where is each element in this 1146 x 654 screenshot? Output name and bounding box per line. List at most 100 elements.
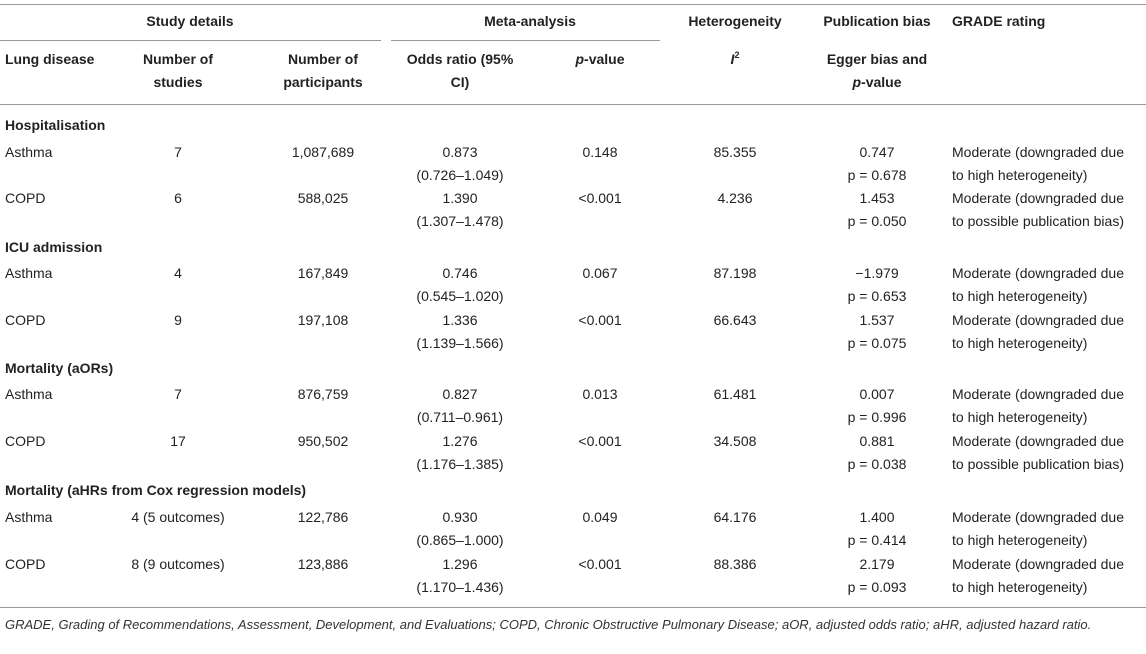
col-lung-disease: Lung disease	[5, 51, 95, 67]
row-participants: 588,025	[297, 190, 349, 206]
row-egger-value: 0.007	[859, 386, 895, 402]
row-egger-p: p = 0.653	[847, 288, 907, 304]
col-egger-bias-p-rest: -value	[861, 74, 902, 90]
row-egger: 1.537 p = 0.075	[805, 309, 949, 355]
row-egger-value: 2.179	[859, 556, 895, 572]
row-grade-line2: to high heterogeneity)	[952, 335, 1088, 351]
row-odds-ratio: 1.296 (1.170–1.436)	[380, 553, 540, 599]
row-i-squared: 85.355	[713, 144, 757, 160]
row-egger: 0.747 p = 0.678	[805, 141, 949, 187]
row-or-value: 1.276	[442, 433, 478, 449]
row-p-value: 0.148	[582, 144, 618, 160]
col-i-squared-letter: I	[730, 51, 735, 67]
row-grade-line2: to high heterogeneity)	[952, 579, 1088, 595]
row-egger-p: p = 0.038	[847, 456, 907, 472]
row-disease: COPD	[5, 312, 46, 328]
row-grade-line1: Moderate (downgraded due	[952, 386, 1125, 402]
col-p-value-italic: p	[575, 51, 585, 67]
row-disease: COPD	[5, 556, 46, 572]
col-egger-bias-line2: p-value	[805, 71, 949, 94]
row-or-value: 1.296	[442, 556, 478, 572]
row-studies: 6	[174, 190, 182, 206]
row-egger-p: p = 0.414	[847, 532, 907, 548]
row-egger-p: p = 0.075	[847, 335, 907, 351]
row-studies: 7	[174, 144, 182, 160]
row-egger-value: 0.747	[859, 144, 895, 160]
row-grade-line2: to high heterogeneity)	[952, 288, 1088, 304]
row-disease: Asthma	[5, 265, 53, 281]
row-studies: 17	[170, 433, 186, 449]
section-title: ICU admission	[5, 239, 103, 255]
row-grade-line2: to high heterogeneity)	[952, 532, 1088, 548]
row-disease: COPD	[5, 190, 46, 206]
col-number-of-participants-line1: Number of	[288, 51, 358, 67]
row-grade-line1: Moderate (downgraded due	[952, 433, 1125, 449]
row-i-squared: 34.508	[713, 433, 757, 449]
row-grade-line1: Moderate (downgraded due	[952, 556, 1125, 572]
row-studies: 9	[174, 312, 182, 328]
row-studies: 4 (5 outcomes)	[131, 509, 225, 525]
row-grade: Moderate (downgraded due to high heteroge…	[952, 506, 1124, 552]
section-title: Mortality (aHRs from Cox regression mode…	[5, 482, 307, 498]
top-rule	[0, 4, 1146, 5]
col-egger-bias-p-italic: p	[852, 74, 862, 90]
col-number-of-studies-line1: Number of	[143, 51, 213, 67]
row-studies: 4	[174, 265, 182, 281]
row-i-squared: 4.236	[717, 190, 753, 206]
row-grade-line2: to possible publication bias)	[952, 213, 1124, 229]
row-i-squared: 61.481	[713, 386, 757, 402]
row-p-value: <0.001	[578, 190, 622, 206]
group-publication-bias: Publication bias	[823, 13, 931, 29]
col-p-value: p-value	[555, 48, 645, 71]
row-odds-ratio: 0.827 (0.711–0.961)	[380, 383, 540, 429]
row-odds-ratio: 0.746 (0.545–1.020)	[380, 262, 540, 308]
row-grade-line1: Moderate (downgraded due	[952, 144, 1125, 160]
row-grade-line1: Moderate (downgraded due	[952, 265, 1125, 281]
col-odds-ratio: Odds ratio (95% CI)	[380, 48, 540, 94]
row-egger: 2.179 p = 0.093	[805, 553, 949, 599]
row-or-value: 1.336	[442, 312, 478, 328]
col-odds-ratio-line2: CI)	[450, 74, 470, 90]
row-participants: 197,108	[297, 312, 349, 328]
row-egger: −1.979 p = 0.653	[805, 262, 949, 308]
row-odds-ratio: 1.276 (1.176–1.385)	[380, 430, 540, 476]
row-disease: Asthma	[5, 509, 53, 525]
col-odds-ratio-line1: Odds ratio (95%	[406, 51, 514, 67]
row-studies: 8 (9 outcomes)	[131, 556, 225, 572]
row-egger: 0.007 p = 0.996	[805, 383, 949, 429]
row-grade: Moderate (downgraded due to possible publ…	[952, 187, 1124, 233]
row-or-value: 1.390	[442, 190, 478, 206]
row-grade: Moderate (downgraded due to high heteroge…	[952, 383, 1124, 429]
row-p-value: <0.001	[578, 556, 622, 572]
row-egger-p: p = 0.050	[847, 213, 907, 229]
row-egger-p: p = 0.093	[847, 579, 907, 595]
col-p-value-rest: -value	[584, 51, 625, 67]
col-i-squared: I2	[700, 48, 770, 71]
group-study-details: Study details	[146, 13, 234, 29]
row-odds-ratio: 0.930 (0.865–1.000)	[380, 506, 540, 552]
row-grade-line1: Moderate (downgraded due	[952, 190, 1125, 206]
group-grade-rating: GRADE rating	[952, 13, 1046, 29]
row-odds-ratio: 0.873 (0.726–1.049)	[380, 141, 540, 187]
row-p-value: 0.049	[582, 509, 618, 525]
row-p-value: <0.001	[578, 312, 622, 328]
row-p-value: <0.001	[578, 433, 622, 449]
row-studies: 7	[174, 386, 182, 402]
row-grade: Moderate (downgraded due to high heteroge…	[952, 262, 1124, 308]
row-egger-p: p = 0.996	[847, 409, 907, 425]
row-disease: Asthma	[5, 386, 53, 402]
row-disease: COPD	[5, 433, 46, 449]
header-bottom-rule	[0, 104, 1146, 105]
row-grade-line1: Moderate (downgraded due	[952, 312, 1125, 328]
row-egger: 1.453 p = 0.050	[805, 187, 949, 233]
row-participants: 167,849	[297, 265, 349, 281]
row-i-squared: 88.386	[713, 556, 757, 572]
col-number-of-participants-line2: participants	[283, 74, 363, 90]
row-disease: Asthma	[5, 144, 53, 160]
col-number-of-studies: Number of studies	[118, 48, 238, 94]
section-title: Mortality (aORs)	[5, 360, 114, 376]
row-participants: 123,886	[297, 556, 349, 572]
study-details-underline	[0, 40, 381, 41]
row-or-value: 0.873	[442, 144, 478, 160]
